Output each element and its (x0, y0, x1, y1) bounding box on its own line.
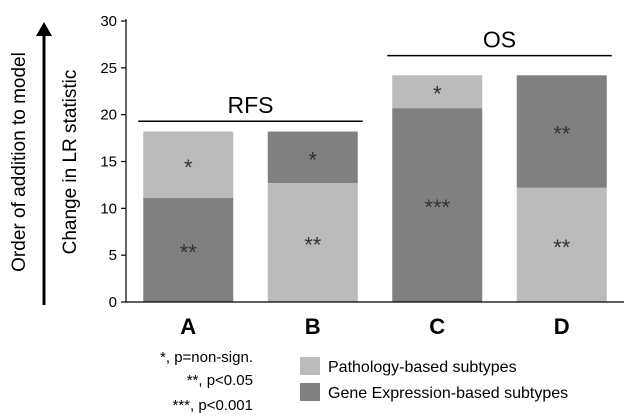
significance-label-c-0: *** (424, 195, 450, 220)
legend: Pathology-based subtypes Gene Expression… (300, 357, 568, 402)
note-p0001: ***, p<0.001 (173, 397, 254, 414)
side-arrow (36, 22, 52, 305)
legend-swatch-pathology (300, 357, 320, 375)
category-label-d: D (554, 314, 570, 339)
side-arrow-label: Order of addition to model (9, 52, 30, 272)
y-axis-label: Change in LR statistic (60, 70, 81, 255)
significance-label-c-1: * (433, 82, 442, 107)
category-label-a: A (180, 314, 196, 339)
y-tick-label-0: 0 (109, 294, 117, 311)
y-tick-label-30: 30 (100, 13, 117, 30)
legend-swatch-gene-expression (300, 383, 320, 401)
bar-a-segment-1 (143, 131, 234, 199)
bar-b-segment-0 (267, 183, 358, 302)
axes-layer (121, 19, 624, 303)
side-arrow-head (36, 22, 52, 36)
bar-a-segment-0 (143, 198, 234, 302)
legend-label-pathology: Pathology-based subtypes (328, 359, 517, 376)
y-tick-label-25: 25 (100, 60, 117, 77)
significance-notes: *, p=non-sign. **, p<0.05 ***, p<0.001 (160, 349, 253, 414)
bar-d-segment-0 (516, 187, 607, 302)
significance-label-a-1: * (184, 155, 193, 180)
significance-label-d-0: ** (553, 235, 571, 260)
bar-c-segment-1 (392, 75, 483, 109)
category-label-c: C (429, 314, 445, 339)
significance-label-b-1: * (308, 147, 317, 172)
significance-label-a-0: ** (180, 240, 198, 265)
legend-label-gene-expression: Gene Expression-based subtypes (328, 385, 568, 402)
note-non-sign: *, p=non-sign. (160, 349, 253, 366)
bar-b-segment-1 (267, 131, 358, 184)
bar-c-segment-0 (392, 108, 483, 302)
category-label-b: B (305, 314, 321, 339)
y-tick-label-15: 15 (100, 154, 117, 171)
bars-layer (143, 75, 607, 302)
significance-label-d-1: ** (553, 122, 571, 147)
y-tick-label-10: 10 (100, 200, 117, 217)
bar-d-segment-1 (516, 75, 607, 188)
note-p005: **, p<0.05 (187, 372, 253, 389)
group-label-rfs: RFS (228, 92, 274, 118)
group-label-os: OS (483, 27, 516, 53)
significance-label-b-0: ** (304, 233, 322, 258)
y-tick-label-20: 20 (100, 107, 117, 124)
y-tick-label-5: 5 (109, 247, 117, 264)
